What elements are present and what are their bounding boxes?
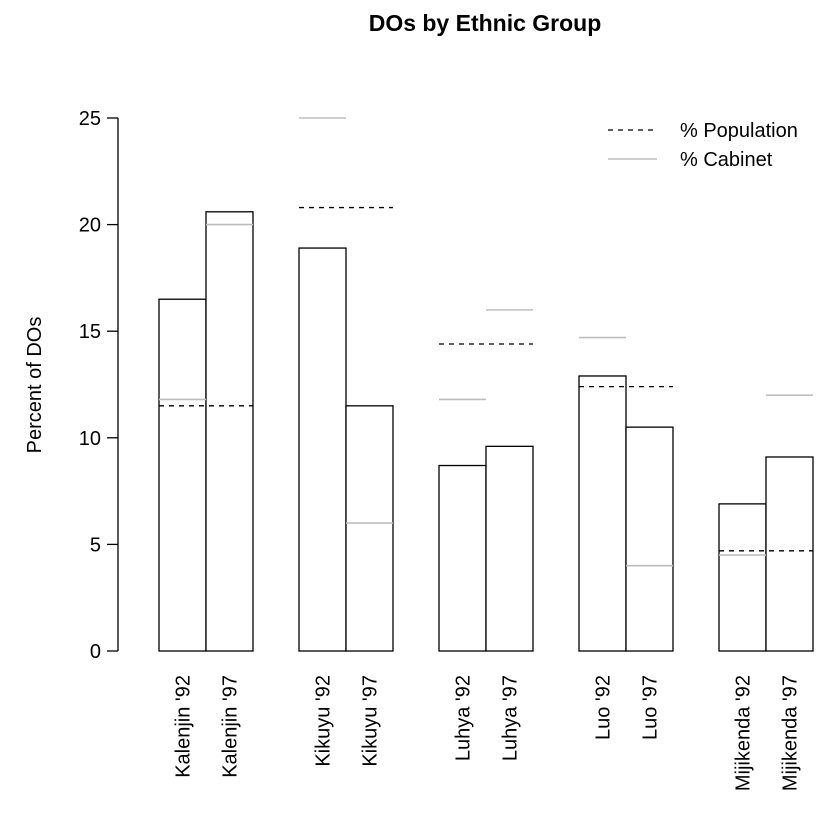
y-axis: 0 5 10 15 20 25 — [79, 108, 119, 663]
y-tick-label: 20 — [79, 215, 101, 237]
x-tick-label: Mijikenda '92 — [733, 675, 755, 791]
x-tick-label: Kikuyu '92 — [313, 675, 335, 767]
x-tick-label: Mijikenda '97 — [780, 675, 802, 791]
bar — [298, 247, 347, 652]
bar — [765, 456, 814, 652]
bar — [205, 211, 254, 652]
bar — [438, 464, 487, 652]
reference-lines — [159, 117, 813, 567]
y-tick-label: 10 — [79, 428, 101, 450]
chart-title: DOs by Ethnic Group — [369, 10, 602, 36]
y-tick-label: 0 — [90, 641, 101, 663]
x-tick-label: Luhya '97 — [500, 675, 522, 761]
y-axis-title: Percent of DOs — [24, 317, 46, 454]
legend: % Population % Cabinet — [608, 120, 798, 171]
y-tick-label: 15 — [79, 321, 101, 343]
bar — [485, 445, 534, 652]
bar — [718, 503, 767, 652]
x-tick-label: Luo '97 — [640, 675, 662, 740]
x-tick-label: Kikuyu '97 — [360, 675, 382, 767]
y-tick-label: 5 — [90, 534, 101, 556]
y-tick-label: 25 — [79, 108, 101, 130]
bar-layer — [158, 211, 814, 652]
x-tick-label: Luhya '92 — [453, 675, 475, 761]
legend-cabinet-label: % Cabinet — [680, 149, 773, 171]
bar — [625, 426, 674, 652]
x-tick-label: Kalenjin '92 — [173, 675, 195, 778]
bar — [158, 298, 207, 652]
x-tick-label: Kalenjin '97 — [220, 675, 242, 778]
legend-population-label: % Population — [680, 120, 798, 142]
x-tick-labels: Kalenjin '92 Kalenjin '97 Kikuyu '92 Kikuyu… — [173, 675, 802, 791]
bar — [345, 405, 394, 652]
x-tick-label: Luo '92 — [593, 675, 615, 740]
bar — [578, 375, 627, 652]
